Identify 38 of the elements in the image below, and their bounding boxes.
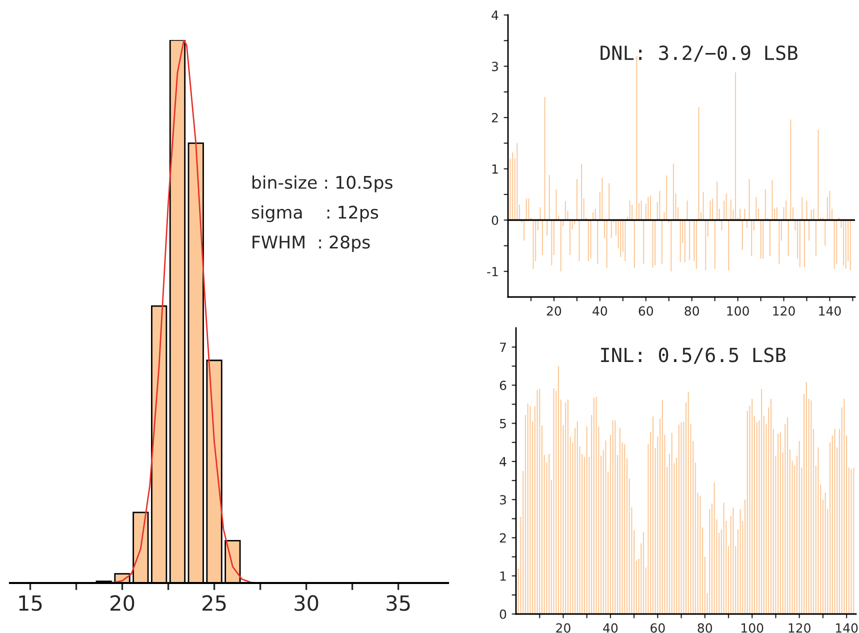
y-tick-label: 2 (492, 113, 498, 122)
y-tick-label: 3 (500, 495, 506, 505)
y-tick-label: 7 (500, 342, 506, 352)
y-tick-label: -1 (487, 267, 498, 276)
x-tick-label: 60 (650, 623, 665, 633)
x-tick-label: 120 (773, 306, 795, 316)
x-tick-label: 30 (294, 595, 318, 611)
x-tick-label: 120 (788, 623, 810, 633)
y-tick-label: 3 (492, 62, 498, 72)
y-tick-label: 1 (500, 572, 506, 581)
x-tick-label: 20 (546, 306, 562, 316)
annotation: sigma : 12ps (252, 205, 378, 222)
x-tick-label: 15 (19, 595, 42, 611)
x-tick-label: 40 (592, 306, 608, 316)
x-tick-label: 35 (386, 595, 410, 611)
x-tick-label: 60 (638, 306, 654, 316)
x-tick-label: 40 (603, 623, 618, 633)
y-tick-label: 0 (492, 216, 498, 226)
y-tick-label: 1 (492, 164, 498, 174)
y-tick-label: 2 (500, 533, 506, 542)
x-tick-label: 20 (556, 623, 570, 633)
y-tick-label: 5 (500, 418, 506, 428)
y-tick-label: 6 (500, 380, 506, 390)
x-tick-label: 100 (727, 306, 749, 316)
text: DNL: 3.2/−0.9 LSB (600, 45, 798, 62)
x-tick-label: 80 (684, 306, 699, 316)
annotation: bin-size : 10.5ps (252, 175, 392, 192)
text: INL: 0.5/6.5 LSB (601, 348, 786, 364)
x-tick-label: 25 (202, 595, 226, 611)
y-tick-label: 4 (492, 10, 498, 20)
x-tick-label: 140 (836, 623, 858, 633)
x-tick-label: 100 (742, 623, 764, 633)
y-tick-label: 0 (500, 609, 506, 619)
x-tick-label: 80 (698, 623, 712, 633)
x-tick-label: 20 (110, 595, 134, 611)
x-tick-label: 140 (819, 306, 841, 316)
annotation: FWHM : 28ps (252, 236, 370, 252)
y-tick-label: 4 (500, 457, 506, 466)
